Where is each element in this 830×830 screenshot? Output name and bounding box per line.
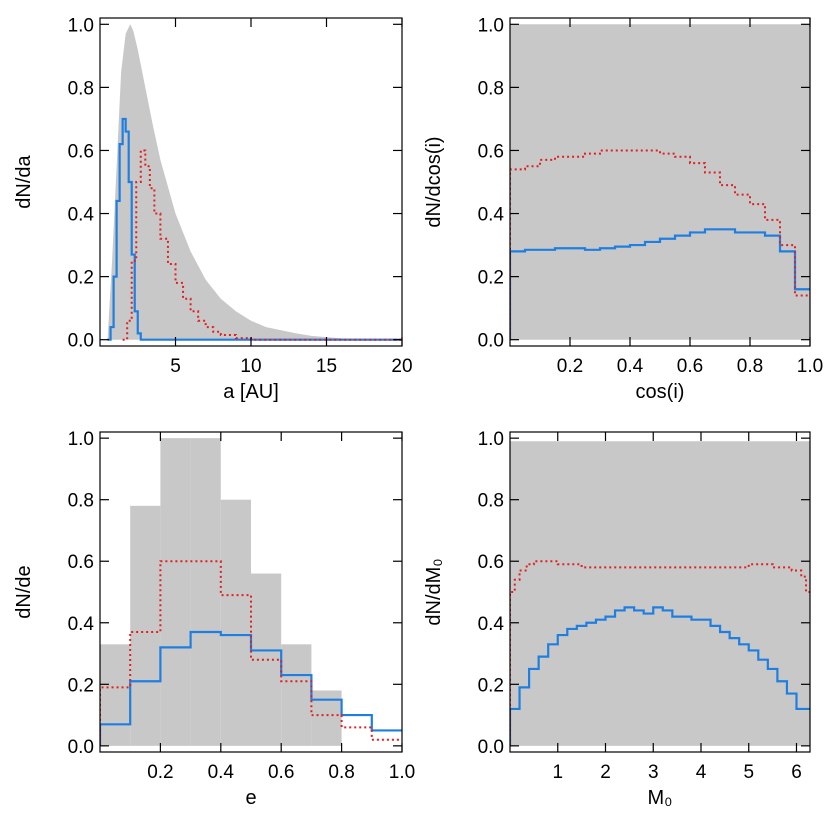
panel-top-left: 5 10 15 20 0.0 0.2 0.4 0.6 0.8 1.0 a [AU] dN/da [13, 15, 413, 403]
y-tick-label: 0.6 [68, 552, 94, 573]
y-tick-label: 0.2 [478, 675, 504, 696]
blue-series-line [510, 228, 810, 340]
y-tick-label: 0.6 [68, 141, 94, 162]
y-axis-label: dN/da [13, 154, 35, 208]
x-tick-label: 0.2 [147, 762, 173, 783]
gray-bar [130, 505, 161, 746]
y-tick-label: 1.0 [68, 15, 94, 36]
y-tick-label: 0.2 [68, 675, 94, 696]
x-tick-label: 0.6 [268, 762, 294, 783]
plot-area [107, 24, 402, 341]
plot-area [100, 438, 402, 746]
y-axis-label: dN/dcos(i) [423, 136, 445, 227]
x-tick-label: 0.4 [208, 762, 235, 783]
gray-bar [100, 644, 131, 746]
x-tick-label: 5 [170, 356, 181, 377]
x-tick-label: 10 [240, 356, 261, 377]
gray-histogram [107, 24, 402, 340]
y-tick-label: 0.4 [68, 614, 95, 635]
y-tick-label: 0.2 [68, 268, 94, 289]
y-tick-label: 1.0 [68, 429, 94, 450]
gray-histogram [510, 441, 810, 746]
gray-bar [281, 644, 312, 746]
y-axis-label: dN/dM₀ [423, 558, 445, 625]
y-tick-label: 0.4 [68, 205, 95, 226]
x-tick-label: 3 [648, 762, 659, 783]
y-tick-label: 0.0 [478, 331, 504, 352]
y-tick-label: 0.0 [68, 737, 94, 758]
blue-series-line [100, 630, 402, 746]
panel-bottom-right: 1 2 3 4 5 6 0.0 0.2 0.4 0.6 0.8 1.0 M₀ dN/dM₀ [423, 429, 811, 809]
y-tick-label: 0.8 [478, 78, 504, 99]
axes-frame [509, 17, 811, 347]
axes-frame [509, 431, 811, 753]
blue-series-line [510, 606, 810, 746]
y-tick-label: 0.2 [478, 268, 504, 289]
panel-top-right: 0.2 0.4 0.6 0.8 1.0 0.0 0.2 0.4 0.6 0.8 1.0 cos(i) d… [423, 15, 823, 403]
x-axis-label: a [AU] [223, 381, 279, 403]
x-tick-label: 6 [791, 762, 802, 783]
x-tick-label: 0.8 [737, 356, 763, 377]
gray-histogram [510, 24, 810, 340]
red-series-line [122, 149, 402, 341]
y-tick-label: 0.6 [478, 141, 504, 162]
x-tick-label: 15 [316, 356, 337, 377]
x-tick-label: 0.6 [677, 356, 703, 377]
y-axis-label: dN/de [13, 565, 35, 618]
blue-series-line [107, 117, 402, 341]
x-axis-label: e [245, 787, 256, 809]
y-tick-label: 0.8 [68, 491, 94, 512]
plot-area [510, 24, 810, 340]
y-tick-label: 0.4 [478, 614, 505, 635]
gray-bar [160, 438, 191, 746]
x-tick-label: 1 [552, 762, 563, 783]
x-axis-label: M₀ [648, 787, 673, 809]
x-tick-label: 0.8 [328, 762, 354, 783]
x-tick-label: 0.4 [617, 356, 644, 377]
plot-area [510, 441, 810, 746]
x-tick-label: 5 [743, 762, 754, 783]
red-series-line [100, 560, 402, 746]
x-tick-label: 4 [696, 762, 707, 783]
gray-bar [190, 438, 221, 746]
x-tick-label: 1.0 [797, 356, 823, 377]
x-axis-label: cos(i) [636, 381, 685, 403]
y-tick-label: 0.0 [478, 737, 504, 758]
axes-frame [99, 431, 403, 753]
y-tick-label: 1.0 [478, 429, 504, 450]
gray-bar [251, 573, 282, 746]
y-tick-label: 0.8 [68, 78, 94, 99]
y-tick-label: 0.0 [68, 331, 94, 352]
y-tick-label: 1.0 [478, 15, 504, 36]
gray-bar [220, 499, 251, 746]
x-tick-label: 0.2 [557, 356, 583, 377]
panel-bottom-left: 0.2 0.4 0.6 0.8 1.0 0.0 0.2 0.4 0.6 0.8 1.0 e dN/de [13, 429, 415, 809]
y-tick-label: 0.4 [478, 205, 505, 226]
x-tick-label: 20 [391, 356, 412, 377]
x-tick-label: 1.0 [389, 762, 415, 783]
y-tick-label: 0.8 [478, 491, 504, 512]
x-tick-label: 2 [600, 762, 611, 783]
red-series-line [510, 560, 810, 746]
y-tick-label: 0.6 [478, 552, 504, 573]
